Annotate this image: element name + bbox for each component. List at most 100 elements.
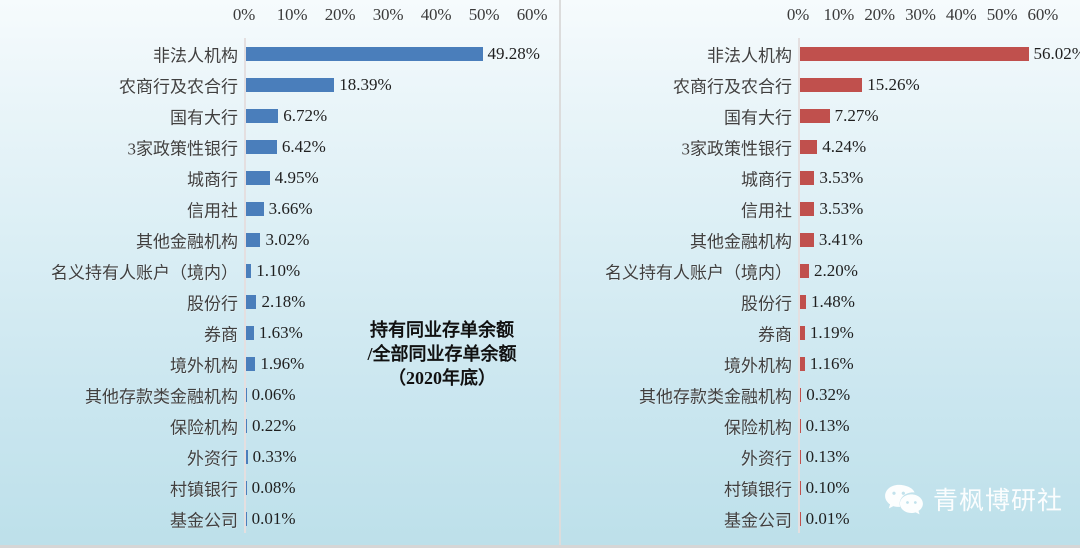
data-bar xyxy=(800,201,815,216)
value-label: 2.18% xyxy=(261,291,306,311)
value-label: 2.20% xyxy=(813,260,858,280)
category-label: 保险机构 xyxy=(170,418,238,437)
value-label: 4.24% xyxy=(822,136,867,156)
value-label: 1.10% xyxy=(256,260,301,280)
category-label: 非法人机构 xyxy=(153,46,238,65)
y-axis-line-left xyxy=(244,38,246,533)
data-bar xyxy=(800,232,814,247)
chart-row: 城商行 3.53% xyxy=(741,162,1043,193)
data-bar xyxy=(246,46,483,61)
x-axis-tick: 10% xyxy=(823,5,855,24)
chart-row: 基金公司 0.01% xyxy=(724,503,1043,534)
data-bar xyxy=(800,263,809,278)
data-bar xyxy=(800,46,1029,61)
category-label: 境外机构 xyxy=(170,356,238,375)
chart-row: 村镇银行 0.10% xyxy=(724,472,1043,503)
chart-row: 券商 1.19% xyxy=(758,317,1043,348)
chart-row: 其他金融机构 3.41% xyxy=(690,224,1043,255)
chart-row: 3家政策性银行 6.42% xyxy=(128,131,532,162)
x-axis-tick: 0% xyxy=(232,5,256,24)
value-label: 0.01% xyxy=(251,508,296,528)
category-label: 基金公司 xyxy=(724,511,792,530)
category-label: 城商行 xyxy=(187,170,238,189)
category-label: 国有大行 xyxy=(724,108,792,127)
value-label: 3.02% xyxy=(265,229,310,249)
chart-row: 城商行 4.95% xyxy=(187,162,532,193)
category-label: 其他存款类金融机构 xyxy=(639,387,792,406)
chart-row: 股份行 1.48% xyxy=(741,286,1043,317)
x-axis-tick: 40% xyxy=(420,5,452,24)
x-axis-tick: 0% xyxy=(786,5,810,24)
y-axis-line-right xyxy=(798,38,800,533)
data-bar xyxy=(246,418,248,433)
chart-row: 信用社 3.53% xyxy=(741,193,1043,224)
value-label: 4.95% xyxy=(274,167,319,187)
value-label: 0.22% xyxy=(252,415,296,435)
category-label: 其他金融机构 xyxy=(690,232,792,251)
annotation-line: （2020年底） xyxy=(388,368,496,389)
data-bar xyxy=(246,108,279,123)
value-label: 6.72% xyxy=(283,105,328,125)
data-bar xyxy=(800,325,805,340)
category-label: 其他金融机构 xyxy=(136,232,238,251)
chart-row: 名义持有人账户（境内） 2.20% xyxy=(605,255,1043,286)
data-bar xyxy=(246,325,254,340)
category-label: 城商行 xyxy=(741,170,792,189)
category-label: 外资行 xyxy=(187,449,238,468)
data-bar xyxy=(800,77,863,92)
chart-row: 券商 1.63% xyxy=(204,317,532,348)
data-bar xyxy=(800,511,801,526)
data-bar xyxy=(246,201,264,216)
data-bar xyxy=(246,232,261,247)
data-bar xyxy=(800,108,830,123)
category-label: 3家政策性银行 xyxy=(127,139,239,158)
x-axis-tick: 60% xyxy=(516,5,548,24)
annotation-line: 持有同业存单余额 xyxy=(370,320,514,340)
data-bar xyxy=(800,356,805,371)
value-label: 56.02% xyxy=(1033,43,1080,63)
category-label: 信用社 xyxy=(741,201,792,220)
chart-row: 农商行及农合行 15.26% xyxy=(673,69,1043,100)
x-axis-tick: 30% xyxy=(372,5,404,24)
chart-panel-left: 0% 10% 20% 30% 40% 50% 60% 非法人机构 49.28% 农商行及农合行 1… xyxy=(51,5,554,534)
annotation-left: 持有同业存单余额/全部同业存单余额 （2020年底） xyxy=(330,318,554,390)
value-label: 0.01% xyxy=(805,508,850,528)
value-label: 1.16% xyxy=(809,353,854,373)
category-label: 境外机构 xyxy=(724,356,792,375)
chart-row: 国有大行 7.27% xyxy=(724,100,1043,131)
x-axis-tick: 50% xyxy=(986,5,1018,24)
x-axis-tick: 60% xyxy=(1027,5,1059,24)
chart-row: 外资行 0.33% xyxy=(187,441,532,472)
value-label: 49.28% xyxy=(487,43,540,63)
chart-row: 股份行 2.18% xyxy=(187,286,532,317)
category-label: 信用社 xyxy=(187,201,238,220)
x-axis-tick: 10% xyxy=(276,5,308,24)
data-bar xyxy=(800,480,801,495)
category-label: 村镇银行 xyxy=(170,480,238,499)
value-label: 3.53% xyxy=(819,167,864,187)
category-label: 基金公司 xyxy=(170,511,238,530)
x-axis-tick: 20% xyxy=(324,5,356,24)
chart-row: 其他存款类金融机构 0.32% xyxy=(639,379,1043,410)
value-label: 3.66% xyxy=(268,198,313,218)
data-bar xyxy=(800,418,801,433)
value-label: 6.42% xyxy=(281,136,326,156)
chart-row: 村镇银行 0.08% xyxy=(170,472,532,503)
chart-row: 基金公司 0.01% xyxy=(170,503,532,534)
value-label: 0.13% xyxy=(805,446,850,466)
value-label: 1.19% xyxy=(809,322,854,342)
chart-row: 信用社 3.66% xyxy=(187,193,532,224)
x-axis-tick: 50% xyxy=(468,5,500,24)
value-label: 0.10% xyxy=(805,477,850,497)
value-label: 7.27% xyxy=(834,105,879,125)
value-label: 0.32% xyxy=(806,384,851,404)
data-bar xyxy=(800,387,802,402)
chart-row: 境外机构 1.96% xyxy=(170,348,532,379)
chart-row: 保险机构 0.13% xyxy=(724,410,1043,441)
category-label: 券商 xyxy=(758,325,792,344)
category-label: 券商 xyxy=(204,325,238,344)
value-label: 0.33% xyxy=(252,446,297,466)
data-bar xyxy=(246,77,335,92)
x-axis-tick: 40% xyxy=(945,5,977,24)
